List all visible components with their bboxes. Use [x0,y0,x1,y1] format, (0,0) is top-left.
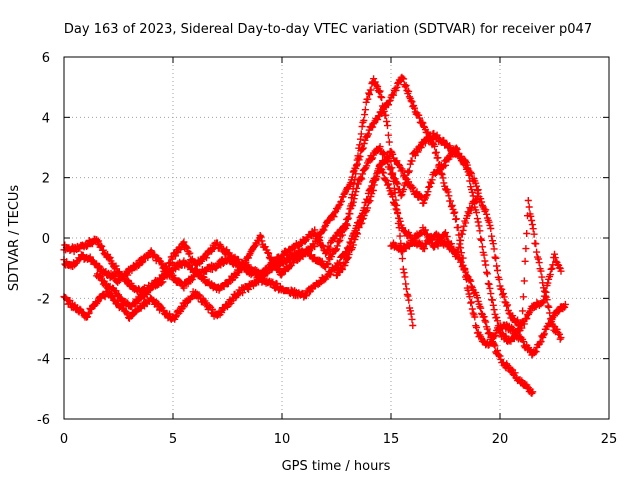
y-tick-label: 6 [42,51,50,66]
series-trace-5 [333,144,565,345]
tick-labels: 0 5 10 15 20 25 -6 -4 -2 0 2 4 6 [37,51,617,447]
series-markers [333,144,565,345]
x-tick-label: 20 [492,432,509,447]
x-tick-label: 5 [169,432,177,447]
plot-frame [63,56,610,420]
series-markers [93,73,569,359]
x-axis-label: GPS time / hours [282,459,391,474]
y-tick-label: 4 [42,111,50,126]
x-tick-label: 0 [60,432,68,447]
x-tick-label: 15 [383,432,400,447]
y-axis-label: SDTVAR / TECUs [7,185,22,292]
series-markers [387,189,565,332]
y-tick-label: -6 [37,413,50,428]
x-tick-label: 10 [274,432,291,447]
series-trace-4 [93,73,569,359]
y-tick-label: -4 [37,353,50,368]
chart-title: Day 163 of 2023, Sidereal Day-to-day VTE… [64,22,592,37]
y-tick-label: -2 [37,292,50,307]
y-tick-label: 0 [42,232,50,247]
x-tick-label: 25 [601,432,618,447]
series-trace-6 [387,189,565,332]
y-tick-label: 2 [42,172,50,187]
